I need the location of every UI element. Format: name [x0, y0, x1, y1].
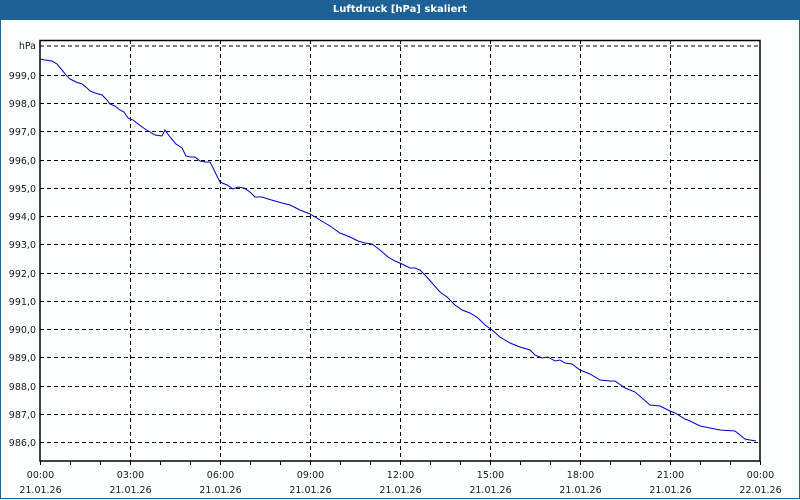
y-tick-label: 993,0	[9, 240, 36, 251]
x-tick-date: 21.01.26	[469, 485, 511, 496]
x-tick-time: 09:00	[297, 470, 324, 481]
x-tick-date: 22.01.26	[739, 485, 781, 496]
y-tick-label: 992,0	[9, 269, 36, 280]
y-tick-label: 999,0	[9, 71, 36, 82]
y-tick-label: 995,0	[9, 184, 36, 195]
x-tick-date: 21.01.26	[649, 485, 691, 496]
y-tick-label: 987,0	[9, 410, 36, 421]
grid-lines	[40, 40, 760, 461]
y-tick-label: 986,0	[9, 438, 36, 449]
y-tick-label: 994,0	[9, 212, 36, 223]
x-tick-date: 21.01.26	[559, 485, 601, 496]
y-tick-label: 988,0	[9, 382, 36, 393]
x-tick-date: 21.01.26	[19, 485, 61, 496]
x-tick-date: 21.01.26	[199, 485, 241, 496]
window-title: Luftdruck [hPa] skaliert	[0, 0, 800, 20]
y-tick-label: 998,0	[9, 99, 36, 110]
x-tick-date: 21.01.26	[379, 485, 421, 496]
x-tick-time: 06:00	[207, 470, 234, 481]
y-tick-label: 989,0	[9, 353, 36, 364]
x-tick-date: 21.01.26	[289, 485, 331, 496]
y-axis-unit-label: hPa	[19, 41, 36, 52]
y-axis: hPa 986,0 987,0 988,0 989,0 990,0 991,0 992,0 99…	[9, 41, 36, 449]
y-tick-label: 997,0	[9, 127, 36, 138]
x-tick-time: 18:00	[567, 470, 594, 481]
y-tick-label: 990,0	[9, 325, 36, 336]
y-tick-label: 996,0	[9, 156, 36, 167]
x-tick-time: 15:00	[477, 470, 504, 481]
x-tick-time: 12:00	[387, 470, 414, 481]
x-tick-time: 00:00	[747, 470, 774, 481]
x-axis: 00:00 21.01.26 03:00 21.01.26 06:00 21.01.26 0…	[19, 461, 782, 496]
x-tick-time: 21:00	[657, 470, 684, 481]
y-tick-label: 991,0	[9, 297, 36, 308]
x-tick-date: 21.01.26	[109, 485, 151, 496]
x-tick-time: 03:00	[117, 470, 144, 481]
pressure-series-line	[39, 58, 757, 442]
x-tick-time: 00:00	[27, 470, 54, 481]
